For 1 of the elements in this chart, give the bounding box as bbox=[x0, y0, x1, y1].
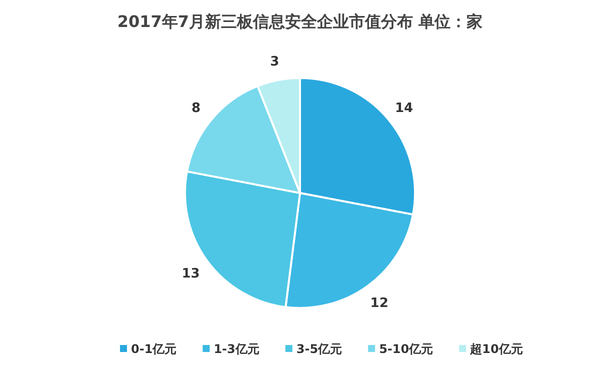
title: 2017年7月新三板信息安全企业市值分布 单位：家 bbox=[117, 12, 483, 31]
